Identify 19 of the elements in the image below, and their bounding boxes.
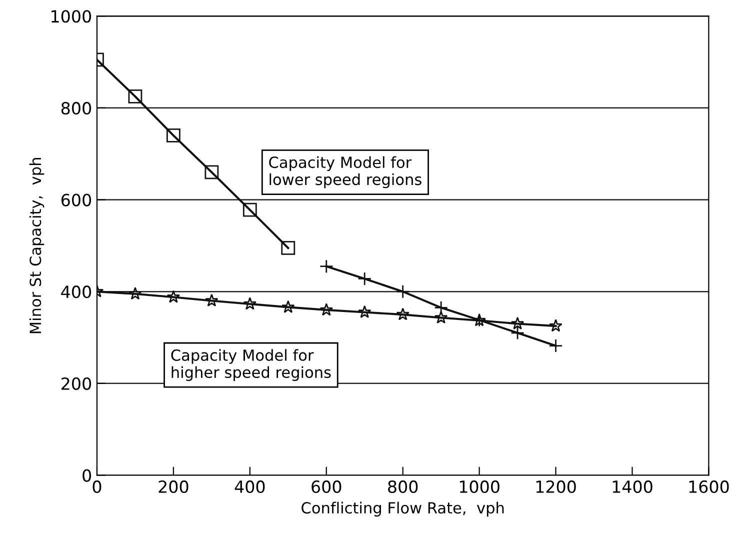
y-tick-label: 400 (61, 286, 92, 298)
x-tick-label: 1400 (612, 480, 652, 494)
x-tick-label: 0 (92, 480, 102, 494)
x-tick-label: 1200 (536, 480, 576, 494)
y-tick-label: 200 (62, 377, 92, 390)
x-axis-title: Conflicting Flow Rate, vph (302, 502, 504, 517)
y-tick-label: 1000 (52, 10, 92, 23)
y-tick-label: 600 (61, 194, 92, 206)
x-tick-label: 1000 (460, 480, 500, 494)
x-tick-label: 800 (388, 480, 418, 494)
annotation: Capacity Model for higher speed regions (171, 349, 331, 381)
annotation: Capacity Model for lower speed regions (269, 156, 422, 188)
x-tick-label: 200 (158, 480, 188, 494)
x-tick-label: 600 (312, 480, 342, 494)
y-axis-title: Minor St Capacity, vph (29, 158, 44, 334)
y-tick-label: 0 (82, 469, 92, 482)
x-tick-label: 1600 (689, 480, 729, 494)
x-tick-label: 400 (234, 480, 265, 494)
y-tick-label: 800 (61, 102, 92, 115)
